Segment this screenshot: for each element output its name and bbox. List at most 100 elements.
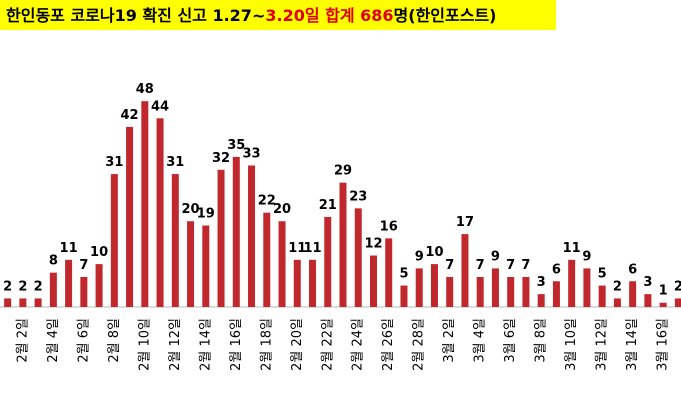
bar: [171, 174, 179, 307]
bar: [415, 268, 423, 307]
title-background: [0, 0, 556, 30]
value-label: 3: [537, 275, 546, 290]
value-label: 9: [415, 249, 424, 264]
x-tick-label: 3월 6일: [503, 318, 518, 363]
x-tick-label: 3월 12일: [595, 318, 610, 371]
value-label: 29: [334, 164, 352, 179]
x-tick-label: 2월 28일: [412, 318, 427, 371]
bar: [126, 126, 134, 307]
value-label: 9: [582, 249, 591, 264]
chart-title: 한인동포 코로나19 확진 신고 1.27~3.20일 합계 686명(한인포스…: [6, 6, 497, 25]
value-label: 20: [182, 202, 200, 217]
x-tick-label: 3월 14일: [625, 318, 640, 371]
bar: [674, 298, 681, 307]
bar: [293, 259, 301, 307]
value-label: 10: [90, 245, 108, 260]
bar: [324, 216, 332, 307]
value-label: 17: [456, 215, 474, 230]
value-label: 19: [197, 207, 215, 222]
bar: [476, 276, 484, 307]
x-tick-label: 3월 10일: [564, 318, 579, 371]
bar: [552, 281, 560, 307]
value-label: 35: [227, 138, 245, 153]
title-part: 명(한인포스트): [394, 6, 497, 25]
value-label: 20: [273, 202, 291, 217]
bar: [95, 264, 103, 307]
value-label: 11: [303, 241, 321, 256]
bar: [613, 298, 621, 307]
bar: [110, 174, 118, 307]
value-label: 7: [521, 258, 530, 273]
value-label: 5: [598, 267, 607, 282]
bar: [202, 225, 210, 307]
x-tick-label: 2월 10일: [137, 318, 152, 371]
value-label: 44: [151, 99, 169, 114]
bar: [232, 156, 240, 307]
bar: [156, 118, 164, 307]
x-tick-label: 3월 4일: [473, 318, 488, 363]
bar: [491, 268, 499, 307]
bar: [446, 276, 454, 307]
value-label: 11: [288, 241, 306, 256]
bar: [644, 294, 652, 307]
bar: [598, 285, 606, 307]
bar: [385, 238, 393, 307]
bar: [80, 276, 88, 307]
value-label: 31: [105, 155, 123, 170]
value-label: 2: [3, 279, 12, 294]
bar: [49, 272, 57, 307]
value-label: 2: [674, 279, 681, 294]
value-label: 33: [242, 146, 260, 161]
x-tick-label: 2월 24일: [351, 318, 366, 371]
bar: [4, 298, 12, 307]
bar: [629, 281, 637, 307]
bar: [659, 302, 667, 307]
bar: [34, 298, 42, 307]
value-label: 31: [166, 155, 184, 170]
x-tick-label: 2월 6일: [76, 318, 91, 363]
x-tick-label: 2월 8일: [107, 318, 122, 363]
value-label: 2: [613, 279, 622, 294]
value-label: 7: [445, 258, 454, 273]
x-tick-label: 2월 16일: [229, 318, 244, 371]
bar: [248, 165, 256, 307]
value-label: 11: [563, 241, 581, 256]
bar: [583, 268, 591, 307]
bar: [354, 208, 362, 307]
bar: [430, 264, 438, 307]
value-label: 8: [49, 254, 58, 269]
value-label: 5: [399, 267, 408, 282]
bar: [278, 221, 286, 307]
x-tick-label: 2월 22일: [320, 318, 335, 371]
bar: [522, 276, 530, 307]
x-tick-label: 3월 8일: [534, 318, 549, 363]
x-tick-label: 2월 26일: [381, 318, 396, 371]
value-label: 11: [60, 241, 78, 256]
x-tick-label: 2월 2일: [15, 318, 30, 363]
bar: [187, 221, 195, 307]
value-label: 16: [380, 219, 398, 234]
x-tick-label: 2월 12일: [168, 318, 183, 371]
bar: [339, 182, 347, 307]
title-part: 한인동포 코로나19 확진 신고 1.27~: [6, 6, 265, 25]
value-label: 1: [659, 284, 668, 299]
x-tick-label: 2월 18일: [259, 318, 274, 371]
x-tick-label: 2월 14일: [198, 318, 213, 371]
title-part: 3.20일 합계 686: [265, 6, 393, 25]
bar: [19, 298, 27, 307]
value-label: 3: [643, 275, 652, 290]
bar: [537, 294, 545, 307]
bar: [263, 212, 271, 307]
value-label: 7: [476, 258, 485, 273]
value-label: 48: [136, 82, 154, 97]
value-label: 6: [552, 262, 561, 277]
value-label: 6: [628, 262, 637, 277]
x-tick-label: 2월 4일: [46, 318, 61, 363]
value-label: 2: [34, 279, 43, 294]
x-tick-label: 3월 2일: [442, 318, 457, 363]
value-label: 7: [506, 258, 515, 273]
value-label: 2: [18, 279, 27, 294]
value-label: 32: [212, 151, 230, 166]
value-label: 10: [425, 245, 443, 260]
